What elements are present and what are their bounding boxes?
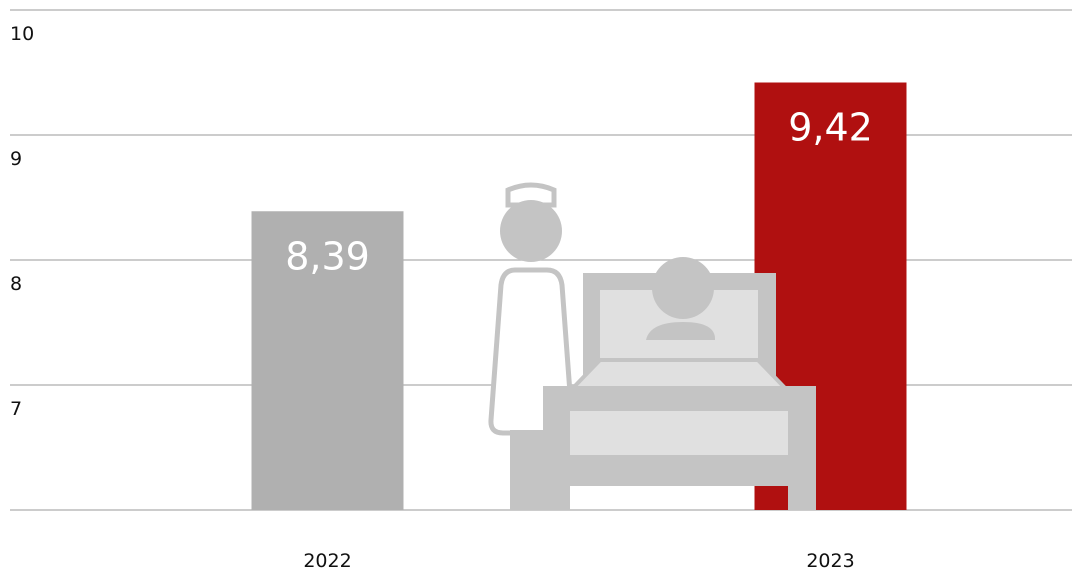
value-label: 8,39 (285, 234, 370, 278)
y-tick-label: 10 (10, 23, 34, 45)
x-tick-label: 2023 (806, 550, 854, 572)
y-tick-label: 8 (10, 273, 22, 295)
hospital-illustration (488, 182, 816, 510)
x-tick-label: 2022 (303, 550, 351, 572)
y-tick-label: 7 (10, 398, 22, 420)
y-tick-label: 9 (10, 148, 22, 170)
bars: 8,39 9,42 (251, 82, 907, 510)
bar (251, 211, 404, 510)
value-label: 9,42 (788, 106, 873, 150)
